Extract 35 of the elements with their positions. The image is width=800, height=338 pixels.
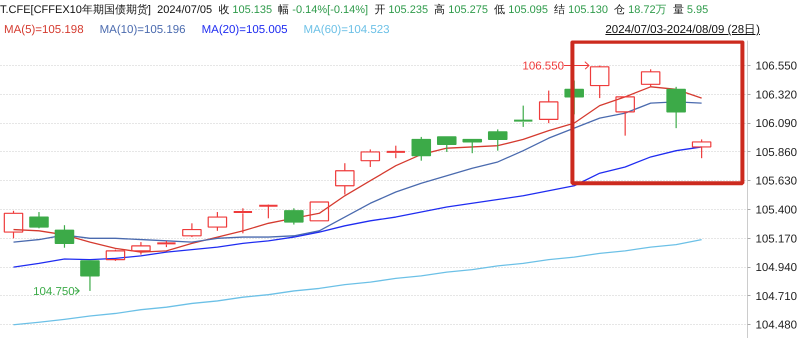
text: 低 105.095 [494, 4, 548, 16]
text: 结 105.130 [554, 4, 608, 16]
text: 2024/07/03-2024/08/09 (28日) [605, 23, 760, 38]
candlestick [513, 105, 534, 128]
text: 2024/07/05 [157, 4, 212, 16]
y-tick-label: 105.630 [756, 176, 798, 188]
annotation: 104.750 [33, 286, 75, 298]
line-series [12, 238, 702, 326]
candlestick [360, 148, 380, 168]
y-tick-label: 105.400 [756, 204, 798, 217]
y-tick-label: 106.090 [756, 118, 798, 130]
candlestick [488, 128, 508, 152]
text: 高 105.275 [434, 4, 488, 16]
candlestick [412, 136, 432, 162]
y-tick-label: 106.320 [756, 89, 798, 102]
y-tick-label: 104.480 [756, 320, 798, 332]
text: 幅 -0.14%[-0.14%] [278, 4, 368, 16]
candlestick [538, 90, 558, 124]
chart-title: T.CFE[CFFEX10年期国债期货] [0, 4, 151, 16]
text: 开 105.235 [374, 4, 428, 16]
annotation: 106.550 [522, 60, 564, 73]
candlestick [386, 145, 406, 159]
text: MA(20)=105.005 [202, 24, 288, 36]
text: 仓 18.72万 [614, 4, 667, 16]
text: MA(5)=105.198 [4, 24, 84, 36]
text: MA(60)=104.523 [304, 24, 390, 36]
y-tick-label: 106.550 [756, 60, 798, 73]
text: 收 105.135 [218, 4, 272, 16]
text: MA(10)=105.196 [100, 24, 186, 36]
y-tick-label: 104.710 [756, 290, 798, 303]
y-tick-label: 105.860 [756, 146, 798, 159]
text: 量 5.95 [672, 4, 708, 16]
y-tick-label: 104.940 [756, 262, 798, 274]
y-tick-label: 105.170 [756, 233, 798, 246]
candlestick [335, 162, 355, 196]
